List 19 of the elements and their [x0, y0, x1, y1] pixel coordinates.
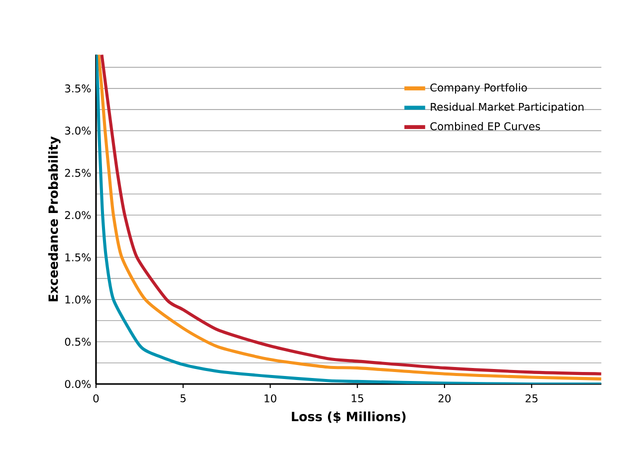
y-tick-label: 0.5% — [65, 338, 91, 346]
y-tick-label: 1.5% — [65, 253, 91, 262]
y-tick-label: 3.0% — [65, 126, 91, 135]
x-axis-title: Loss ($ Millions) — [292, 411, 406, 423]
x-tick-label: 20 — [438, 394, 451, 402]
y-tick-label: 2.5% — [65, 168, 91, 177]
x-tick-label: 0 — [93, 394, 99, 402]
y-tick-label: 1.0% — [65, 295, 91, 304]
y-axis-title: Exceedance Probability — [48, 136, 61, 302]
x-tick-label: 25 — [526, 394, 538, 402]
legend-label: Residual Market Participation — [430, 102, 584, 113]
y-tick-label: 3.5% — [65, 84, 91, 92]
legend-label: Company Portfolio — [430, 83, 527, 94]
x-tick-label: 15 — [352, 394, 364, 402]
x-tick-label: 10 — [264, 394, 276, 402]
x-tick-label: 5 — [180, 394, 186, 402]
y-tick-label: 2.0% — [65, 210, 91, 219]
y-tick-label: 0.0% — [65, 380, 91, 388]
legend-label: Combined EP Curves — [430, 122, 540, 130]
